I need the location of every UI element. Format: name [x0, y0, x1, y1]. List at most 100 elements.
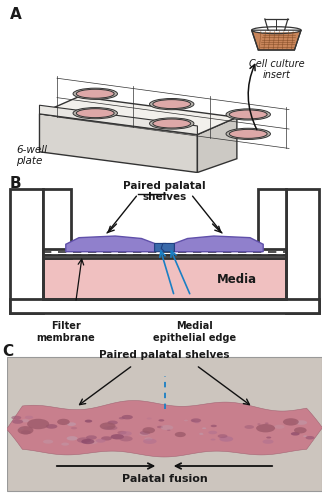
Ellipse shape — [229, 130, 267, 138]
Ellipse shape — [265, 422, 269, 424]
Ellipse shape — [229, 110, 267, 119]
Ellipse shape — [226, 128, 270, 140]
Ellipse shape — [211, 438, 215, 440]
Text: Paired palatal shelves: Paired palatal shelves — [99, 350, 230, 360]
Ellipse shape — [244, 425, 254, 429]
Ellipse shape — [85, 420, 92, 422]
Polygon shape — [39, 114, 197, 172]
Ellipse shape — [306, 436, 315, 440]
Ellipse shape — [226, 109, 270, 120]
Ellipse shape — [157, 426, 163, 428]
Ellipse shape — [18, 428, 24, 430]
Ellipse shape — [208, 430, 217, 434]
Text: Filter
membrane: Filter membrane — [37, 321, 95, 342]
Ellipse shape — [184, 420, 188, 422]
Ellipse shape — [211, 424, 217, 427]
Ellipse shape — [142, 427, 155, 434]
Bar — [7, 357, 322, 491]
Ellipse shape — [283, 418, 299, 426]
Ellipse shape — [143, 438, 157, 444]
Text: Palatal fusion: Palatal fusion — [122, 474, 207, 484]
Ellipse shape — [296, 420, 307, 425]
Polygon shape — [197, 118, 237, 172]
Ellipse shape — [100, 422, 115, 430]
Text: Medial
epithelial edge: Medial epithelial edge — [153, 321, 236, 342]
Ellipse shape — [147, 418, 152, 420]
Ellipse shape — [119, 417, 125, 420]
Ellipse shape — [25, 416, 33, 419]
Ellipse shape — [294, 427, 307, 434]
Ellipse shape — [73, 108, 117, 119]
Ellipse shape — [81, 441, 87, 444]
Ellipse shape — [256, 424, 275, 432]
Ellipse shape — [57, 418, 70, 425]
Ellipse shape — [122, 415, 133, 420]
Ellipse shape — [199, 432, 203, 434]
Polygon shape — [252, 30, 301, 50]
Ellipse shape — [21, 430, 31, 434]
Ellipse shape — [46, 424, 57, 428]
Polygon shape — [161, 244, 174, 252]
Polygon shape — [66, 236, 155, 252]
Text: C: C — [2, 344, 13, 359]
Polygon shape — [155, 244, 168, 252]
Bar — [43, 189, 71, 258]
Ellipse shape — [274, 424, 285, 429]
Ellipse shape — [175, 432, 186, 437]
Polygon shape — [7, 400, 322, 457]
Text: Cell culture
insert: Cell culture insert — [248, 58, 304, 80]
Ellipse shape — [263, 440, 273, 444]
Ellipse shape — [191, 420, 196, 422]
Text: 6-well
plate: 6-well plate — [16, 145, 47, 167]
Text: B: B — [10, 176, 21, 191]
Ellipse shape — [217, 434, 227, 438]
Ellipse shape — [18, 426, 34, 434]
Polygon shape — [39, 96, 237, 134]
Ellipse shape — [202, 428, 206, 429]
Bar — [43, 255, 286, 298]
Ellipse shape — [139, 432, 149, 436]
Ellipse shape — [71, 427, 77, 430]
Ellipse shape — [252, 26, 301, 34]
Ellipse shape — [73, 88, 117, 100]
Ellipse shape — [153, 119, 190, 128]
Ellipse shape — [67, 422, 76, 426]
Ellipse shape — [159, 419, 164, 422]
Text: Paired palatal
shelves: Paired palatal shelves — [123, 180, 206, 203]
Ellipse shape — [76, 90, 114, 98]
Ellipse shape — [149, 98, 194, 110]
Ellipse shape — [96, 439, 106, 442]
Bar — [43, 255, 286, 298]
Ellipse shape — [67, 436, 78, 440]
Ellipse shape — [21, 419, 29, 422]
Ellipse shape — [291, 432, 300, 436]
Ellipse shape — [61, 442, 69, 446]
Ellipse shape — [87, 440, 98, 444]
Ellipse shape — [303, 436, 307, 437]
Bar — [10, 298, 319, 313]
Ellipse shape — [266, 436, 271, 438]
Ellipse shape — [119, 436, 133, 442]
Ellipse shape — [120, 431, 132, 436]
Ellipse shape — [107, 426, 117, 430]
Bar — [258, 189, 286, 258]
Bar — [10, 189, 43, 313]
Text: A: A — [10, 7, 22, 22]
Ellipse shape — [43, 440, 53, 444]
Ellipse shape — [108, 420, 118, 424]
Bar — [286, 189, 319, 313]
Ellipse shape — [140, 430, 150, 435]
Ellipse shape — [76, 108, 114, 118]
Ellipse shape — [199, 434, 204, 435]
Ellipse shape — [11, 416, 21, 420]
Bar — [43, 249, 286, 258]
Ellipse shape — [191, 418, 201, 422]
Ellipse shape — [219, 436, 233, 442]
Polygon shape — [39, 105, 197, 134]
Ellipse shape — [117, 431, 127, 434]
Ellipse shape — [103, 426, 112, 430]
Ellipse shape — [101, 436, 112, 440]
Ellipse shape — [167, 430, 170, 431]
Ellipse shape — [111, 434, 124, 440]
Ellipse shape — [153, 100, 190, 108]
